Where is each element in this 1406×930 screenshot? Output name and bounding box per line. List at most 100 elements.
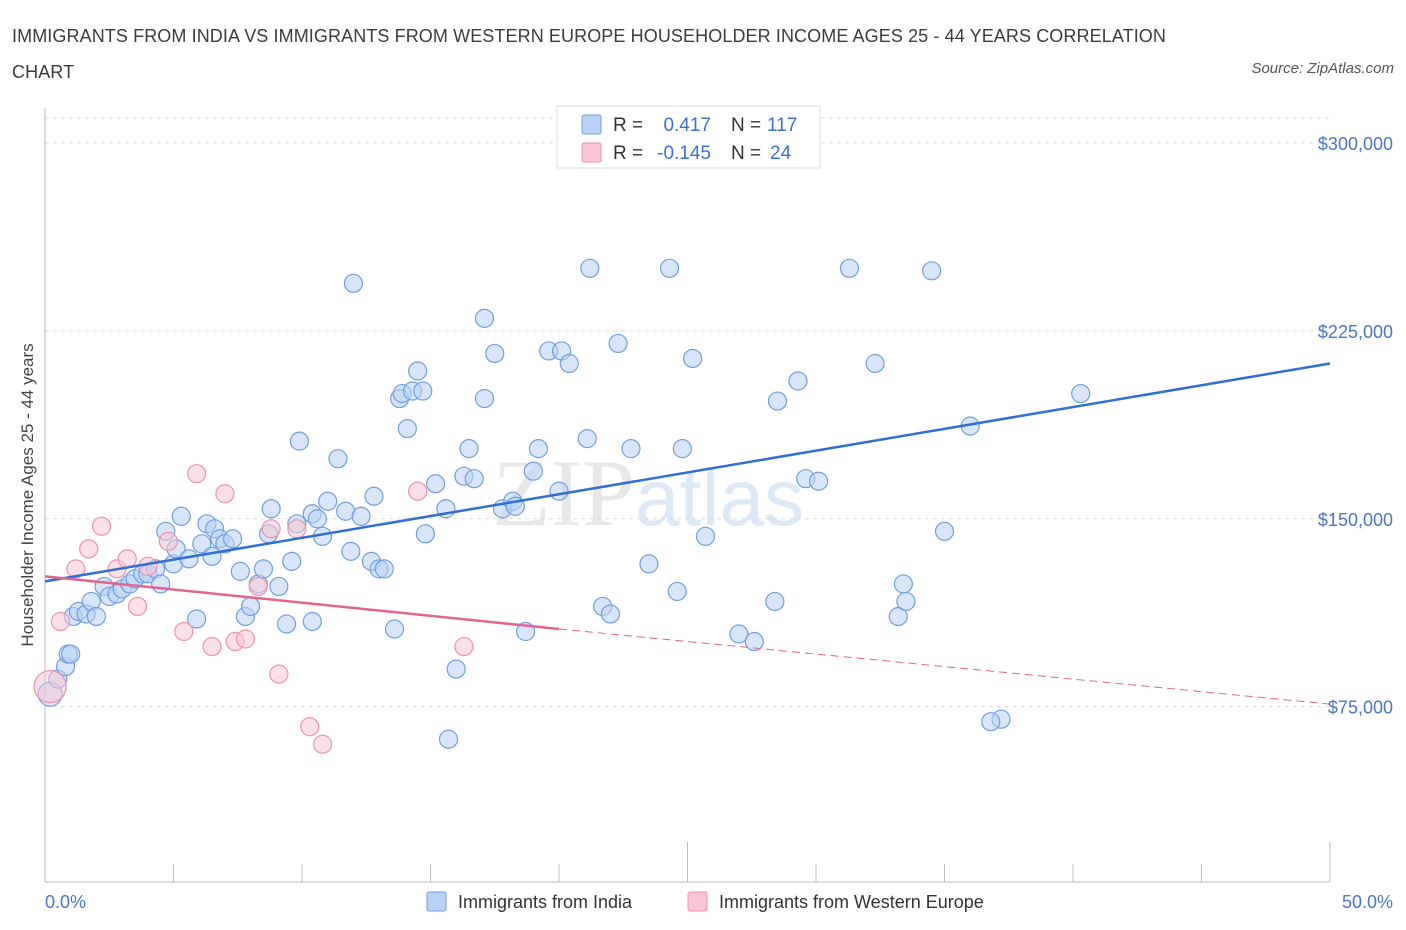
- western-europe-trend-line: [44, 575, 560, 631]
- western-europe-point-2: [66, 559, 86, 579]
- western-europe-point-19: [287, 519, 307, 539]
- india-point-114: [1071, 383, 1091, 404]
- india-point-50: [328, 449, 348, 469]
- western-europe-point-18: [269, 664, 289, 684]
- western-europe-point-4: [91, 516, 112, 536]
- x-tick-labels: 0.0% 50.0%: [45, 892, 1393, 912]
- y-tick-label-1: $150,000: [1318, 510, 1393, 530]
- india-point-95: [672, 439, 692, 459]
- legend-r-value-we: -0.145: [657, 143, 711, 164]
- legend-r-value-india: 0.417: [663, 115, 711, 136]
- y-tick-label-0: $75,000: [1328, 698, 1393, 718]
- india-point-19: [151, 574, 171, 594]
- axes: [44, 108, 1331, 883]
- india-point-107: [888, 606, 908, 627]
- chart-title: IMMIGRANTS FROM INDIA VS IMMIGRANTS FROM…: [12, 26, 1166, 82]
- india-point-73: [474, 388, 495, 409]
- western-europe-point-22: [408, 481, 428, 501]
- india-point-53: [343, 273, 363, 293]
- india-point-100: [765, 591, 785, 612]
- india-point-104: [808, 471, 829, 491]
- western-europe-point-13: [215, 484, 235, 504]
- legend-swatch-india: [581, 114, 602, 135]
- india-point-110: [922, 261, 942, 281]
- legend-r-label-india: R =: [613, 115, 643, 136]
- western-europe-point-12: [202, 636, 222, 657]
- western-europe-trend-extension: [558, 628, 1331, 705]
- india-point-41: [276, 614, 297, 634]
- legend-bottom-label-india: Immigrants from India: [458, 892, 633, 912]
- india-point-105: [839, 258, 860, 278]
- legend-n-label-we: N =: [731, 143, 761, 164]
- western-europe-point-11: [187, 464, 207, 484]
- india-point-89: [600, 604, 621, 624]
- india-point-101: [767, 391, 788, 411]
- india-point-80: [523, 461, 543, 481]
- legend-r-label-we: R =: [613, 143, 643, 164]
- western-europe-point-10: [174, 621, 194, 642]
- india-point-65: [413, 381, 433, 401]
- india-point-40: [269, 576, 289, 597]
- western-europe-point-8: [138, 556, 158, 576]
- india-point-102: [788, 371, 808, 391]
- legend-n-label-india: N =: [731, 115, 761, 136]
- india-point-66: [415, 524, 435, 544]
- india-point-35: [241, 596, 261, 617]
- legend-bottom-label-we: Immigrants from Western Europe: [719, 892, 984, 912]
- western-europe-point-20: [300, 717, 320, 737]
- india-point-62: [397, 419, 417, 439]
- y-tick-label-2: $225,000: [1318, 322, 1393, 342]
- india-point-72: [464, 469, 484, 489]
- western-europe-point-15: [235, 629, 256, 649]
- india-point-86: [577, 429, 597, 449]
- india-point-64: [408, 361, 428, 381]
- india-point-83: [549, 481, 569, 501]
- india-point-109: [896, 591, 916, 612]
- india-point-87: [580, 258, 600, 278]
- india-point-99: [744, 631, 764, 652]
- india-point-59: [384, 619, 405, 639]
- india-point-75: [485, 343, 505, 364]
- india-point-81: [528, 439, 549, 459]
- india-point-93: [659, 258, 680, 278]
- legend-bottom-swatch-india: [426, 891, 447, 912]
- legend-n-value-we: 24: [770, 143, 792, 164]
- legend-bottom: Immigrants from India Immigrants from We…: [426, 891, 984, 912]
- western-europe-point-7: [127, 596, 148, 617]
- india-point-71: [459, 439, 479, 459]
- india-trend-line: [44, 362, 1331, 583]
- india-point-94: [667, 581, 687, 602]
- india-point-54: [351, 506, 371, 526]
- trend-lines: [44, 362, 1331, 705]
- india-point-116: [981, 712, 1001, 732]
- india-point-44: [289, 431, 310, 451]
- western-europe-point-16: [248, 576, 268, 597]
- india-point-67: [426, 474, 446, 494]
- india-point-52: [341, 541, 361, 561]
- legend-top: R = 0.417 N = 117 R = -0.145 N = 24: [556, 105, 821, 169]
- y-tick-label-3: $300,000: [1318, 134, 1393, 154]
- y-tick-labels: $75,000 $150,000 $225,000 $300,000: [1318, 134, 1393, 718]
- western-europe-point-0: [33, 670, 67, 704]
- legend-n-value-india: 117: [767, 115, 797, 136]
- india-point-96: [683, 348, 703, 369]
- india-point-49: [318, 491, 338, 511]
- india-point-4: [61, 644, 81, 664]
- india-point-85: [559, 353, 579, 374]
- western-europe-point-3: [79, 539, 99, 559]
- india-point-32: [223, 529, 243, 549]
- india-point-42: [282, 551, 302, 571]
- western-europe-point-23: [454, 636, 474, 657]
- india-point-37: [253, 559, 274, 579]
- x-tick-label-max: 50.0%: [1342, 892, 1393, 912]
- legend-swatch-western-europe: [581, 142, 602, 163]
- western-europe-point-21: [312, 734, 333, 754]
- india-point-47: [307, 509, 328, 529]
- india-point-91: [621, 439, 641, 459]
- india-point-90: [608, 333, 628, 354]
- india-point-69: [446, 659, 466, 679]
- india-point-97: [695, 526, 716, 546]
- india-point-25: [187, 609, 207, 629]
- india-point-56: [364, 486, 384, 506]
- legend-bottom-swatch-we: [687, 891, 708, 912]
